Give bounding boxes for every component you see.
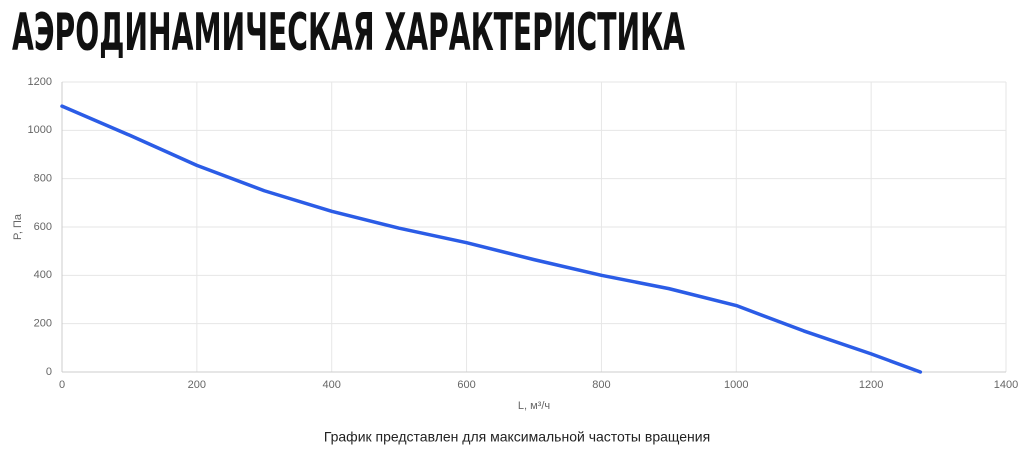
x-axis-label: L, м³/ч	[518, 400, 550, 412]
x-tick-label: 1200	[859, 379, 883, 391]
y-tick-label: 200	[34, 318, 52, 330]
y-tick-label: 600	[34, 221, 52, 233]
x-tick-label: 1000	[724, 379, 748, 391]
x-tick-label: 600	[457, 379, 475, 391]
y-axis-label: P, Па	[12, 213, 24, 240]
y-tick-label: 1200	[28, 76, 52, 88]
y-tick-label: 0	[46, 366, 52, 378]
y-tick-label: 1000	[28, 124, 52, 136]
caption: График представлен для максимальной част…	[324, 429, 710, 445]
line-series	[60, 104, 923, 374]
x-tick-label: 0	[59, 379, 65, 391]
x-tick-label: 400	[323, 379, 341, 391]
x-tick-label: 1400	[994, 379, 1018, 391]
y-tick-label: 800	[34, 173, 52, 185]
x-tick-label: 800	[592, 379, 610, 391]
x-tick-label: 200	[188, 379, 206, 391]
y-tick-label: 400	[34, 269, 52, 281]
chart-title: АЭРОДИНАМИЧЕСКАЯ ХАРАКТЕРИСТИКА	[12, 3, 685, 63]
